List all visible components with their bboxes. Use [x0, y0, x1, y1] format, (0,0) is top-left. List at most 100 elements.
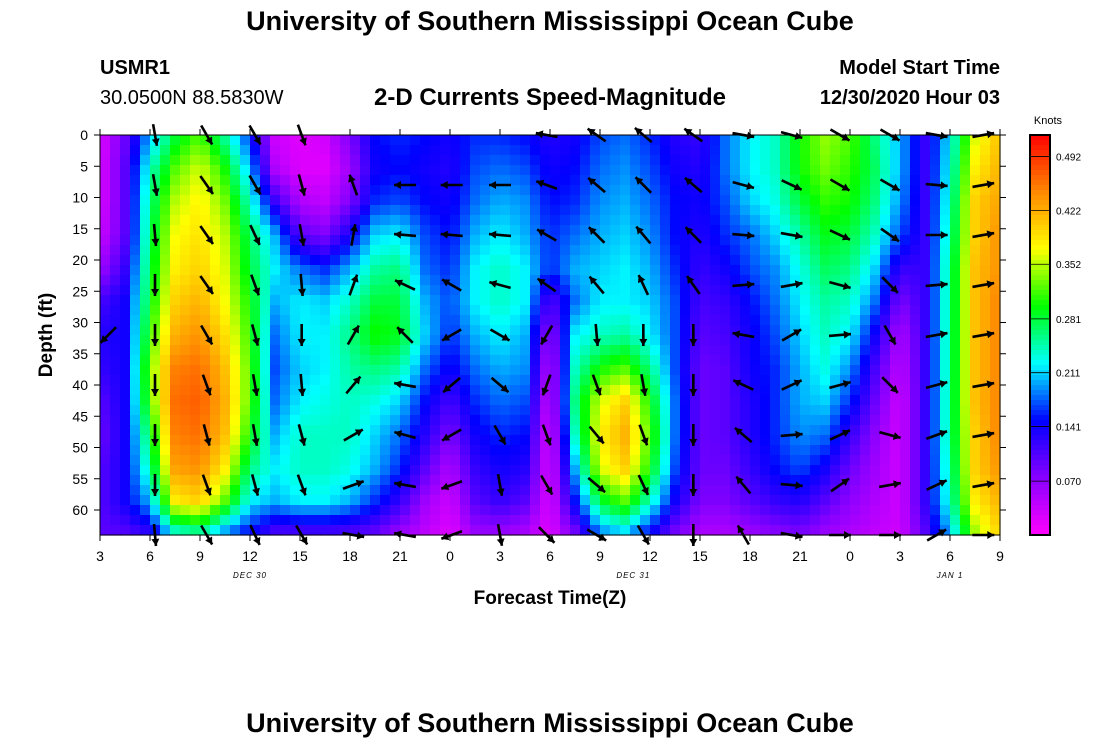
heatmap-cell	[610, 285, 621, 296]
heatmap-cell	[260, 155, 271, 166]
heatmap-cell	[580, 375, 591, 386]
heatmap-cell	[700, 365, 711, 376]
heatmap-cell	[200, 305, 211, 316]
heatmap-cell	[280, 385, 291, 396]
heatmap-cell	[700, 395, 711, 406]
heatmap-cell	[540, 275, 551, 286]
heatmap-cell	[470, 295, 481, 306]
heatmap-cell	[200, 455, 211, 466]
heatmap-cell	[930, 375, 941, 386]
heatmap-cell	[720, 295, 731, 306]
heatmap-cell	[940, 485, 951, 496]
heatmap-cell	[280, 235, 291, 246]
heatmap-cell	[870, 365, 881, 376]
heatmap-cell	[430, 495, 441, 506]
heatmap-cell	[700, 185, 711, 196]
heatmap-cell	[460, 335, 471, 346]
heatmap-cell	[910, 205, 921, 216]
heatmap-cell	[430, 145, 441, 156]
heatmap-cell	[560, 315, 571, 326]
heatmap-cell	[830, 505, 841, 516]
heatmap-cell	[780, 455, 791, 466]
heatmap-cell	[660, 215, 671, 226]
heatmap-cell	[810, 265, 821, 276]
heatmap-cell	[300, 465, 311, 476]
heatmap-cell	[770, 195, 781, 206]
heatmap-cell	[380, 145, 391, 156]
heatmap-cell	[450, 225, 461, 236]
heatmap-cell	[550, 245, 561, 256]
heatmap-cell	[870, 185, 881, 196]
heatmap-cell	[750, 255, 761, 266]
heatmap-cell	[620, 405, 631, 416]
heatmap-cell	[320, 345, 331, 356]
heatmap-cell	[720, 425, 731, 436]
heatmap-cell	[480, 265, 491, 276]
colorbar-swatch	[1030, 480, 1050, 486]
heatmap-cell	[720, 255, 731, 266]
heatmap-cell	[530, 495, 541, 506]
heatmap-cell	[270, 155, 281, 166]
heatmap-cell	[260, 365, 271, 376]
heatmap-cell	[490, 335, 501, 346]
heatmap-cell	[530, 135, 541, 146]
heatmap-cell	[220, 515, 231, 526]
heatmap-cell	[290, 425, 301, 436]
heatmap-cell	[620, 325, 631, 336]
page-title-top: University of Southern Mississippi Ocean…	[246, 6, 854, 36]
heatmap-cell	[380, 175, 391, 186]
heatmap-cell	[170, 175, 181, 186]
heatmap-cell	[620, 145, 631, 156]
heatmap-cell	[230, 155, 241, 166]
heatmap-cell	[140, 385, 151, 396]
heatmap-cell	[520, 195, 531, 206]
heatmap-cell	[830, 265, 841, 276]
heatmap-cell	[460, 195, 471, 206]
heatmap-cell	[420, 195, 431, 206]
heatmap-cell	[960, 365, 971, 376]
heatmap-cell	[440, 155, 451, 166]
heatmap-cell	[900, 285, 911, 296]
heatmap-cell	[660, 275, 671, 286]
heatmap-cell	[330, 525, 341, 536]
heatmap-cell	[390, 235, 401, 246]
heatmap-cell	[250, 345, 261, 356]
heatmap-cell	[240, 475, 251, 486]
heatmap-cell	[760, 235, 771, 246]
heatmap-cell	[120, 405, 131, 416]
heatmap-cell	[150, 305, 161, 316]
heatmap-cell	[990, 225, 1001, 236]
current-arrow	[684, 176, 703, 194]
heatmap-cell	[210, 195, 221, 206]
heatmap-cell	[560, 195, 571, 206]
heatmap-cell	[370, 345, 381, 356]
heatmap-cell	[460, 165, 471, 176]
heatmap-cell	[310, 175, 321, 186]
heatmap-cell	[910, 445, 921, 456]
heatmap-cell	[710, 445, 721, 456]
heatmap-cell	[500, 305, 511, 316]
heatmap-cell	[650, 355, 661, 366]
current-arrow	[972, 480, 995, 489]
heatmap-cell	[770, 165, 781, 176]
heatmap-cell	[370, 175, 381, 186]
heatmap-cell	[940, 295, 951, 306]
heatmap-cell	[610, 485, 621, 496]
heatmap-cell	[280, 205, 291, 216]
heatmap-cell	[430, 235, 441, 246]
heatmap-cell	[130, 325, 141, 336]
heatmap-cell	[510, 195, 521, 206]
heatmap-cell	[670, 245, 681, 256]
heatmap-cell	[920, 445, 931, 456]
heatmap-cell	[740, 455, 751, 466]
heatmap-cell	[730, 525, 741, 536]
heatmap-cell	[180, 495, 191, 506]
heatmap-cell	[270, 145, 281, 156]
heatmap-cell	[340, 505, 351, 516]
heatmap-cell	[650, 205, 661, 216]
heatmap-cell	[330, 255, 341, 266]
heatmap-cell	[620, 335, 631, 346]
heatmap-cell	[700, 335, 711, 346]
heatmap-cell	[580, 255, 591, 266]
heatmap-cell	[720, 145, 731, 156]
